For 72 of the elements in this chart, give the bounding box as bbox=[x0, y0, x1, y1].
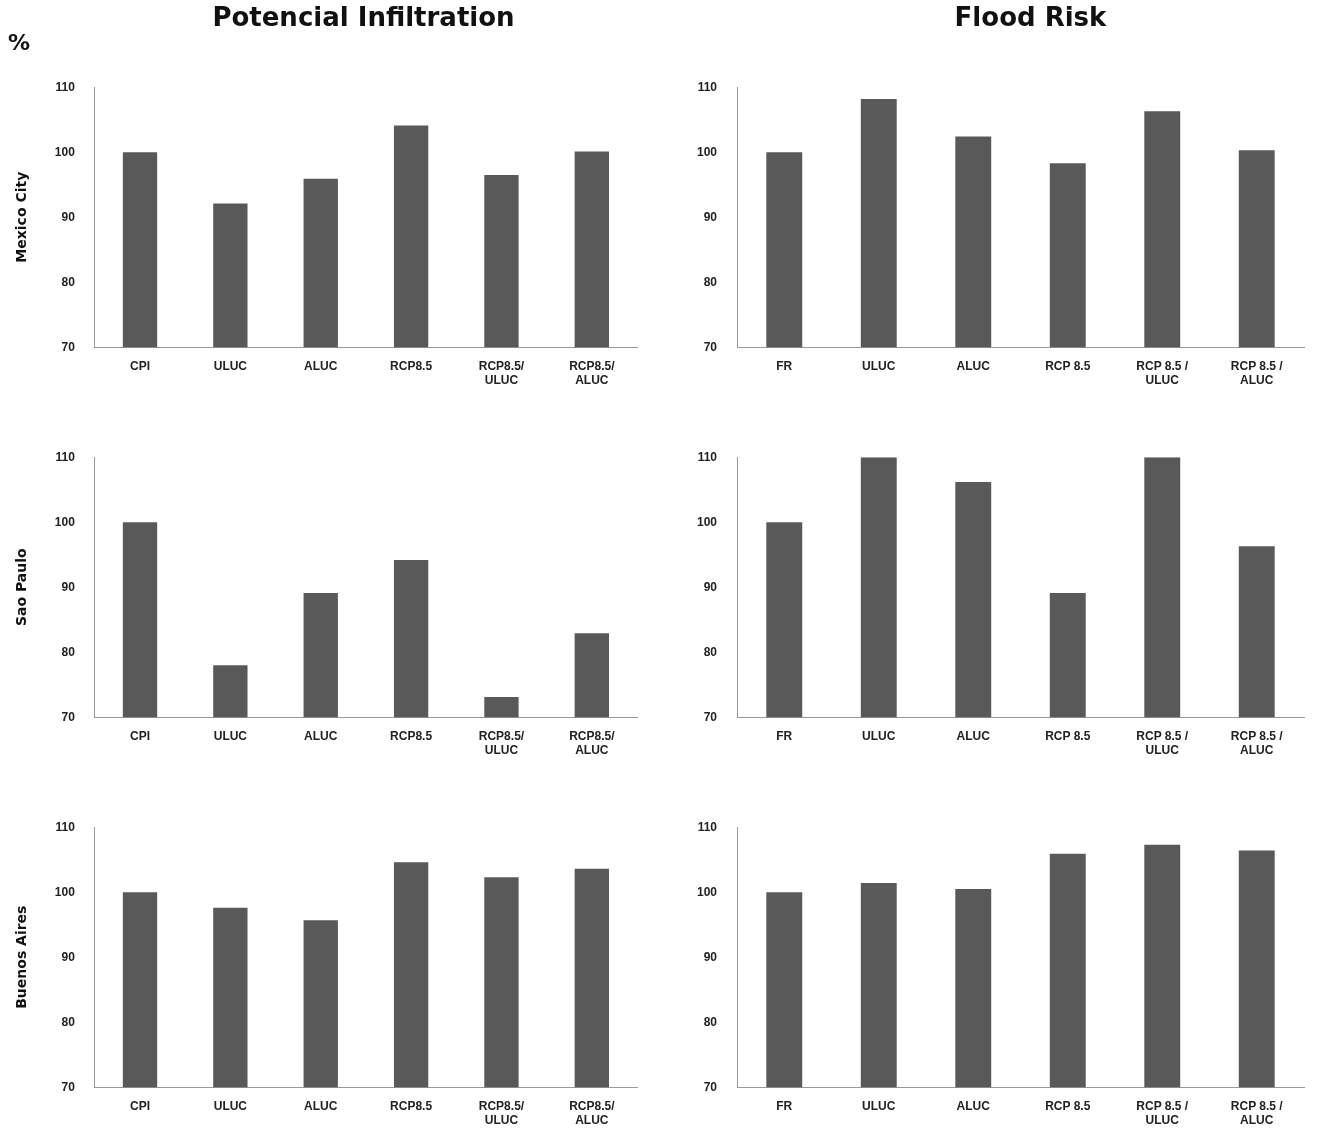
x-tick-label: ULUC bbox=[213, 358, 248, 373]
y-tick-label: 100 bbox=[696, 514, 718, 529]
y-tick-label: 110 bbox=[55, 449, 76, 464]
chart-title: Flood Risk bbox=[953, 2, 1108, 32]
x-tick-label: ALUC bbox=[956, 728, 991, 743]
y-tick-label: 100 bbox=[696, 144, 718, 159]
y-tick-label: 90 bbox=[61, 579, 76, 594]
x-tick-label: ULUC bbox=[862, 728, 896, 743]
y-tick-label: 70 bbox=[703, 709, 718, 724]
y-tick-label: 70 bbox=[61, 339, 76, 354]
y-tick-label: 70 bbox=[61, 709, 76, 724]
x-tick-label: RCP8.5/ ULUC bbox=[478, 358, 525, 388]
x-tick-label: RCP 8.5 bbox=[1045, 358, 1091, 373]
y-axis-title: Buenos Aires bbox=[13, 905, 30, 1009]
y-tick-label: 100 bbox=[54, 144, 76, 159]
x-tick-label: RCP 8.5 / ALUC bbox=[1230, 1098, 1284, 1128]
chart-title: Potencial Infiltration bbox=[211, 2, 516, 32]
x-tick-label: ALUC bbox=[304, 358, 338, 373]
x-tick-label: FR bbox=[776, 1098, 793, 1113]
y-tick-label: 80 bbox=[703, 644, 718, 659]
y-tick-label: 100 bbox=[696, 884, 718, 899]
text: % bbox=[8, 30, 31, 55]
y-tick-label: 110 bbox=[697, 449, 718, 464]
x-tick-label: ULUC bbox=[862, 1098, 896, 1113]
y-tick-label: 70 bbox=[61, 1079, 76, 1094]
x-tick-label: CPI bbox=[130, 1098, 151, 1113]
y-tick-label: 110 bbox=[55, 79, 76, 94]
x-tick-label: RCP 8.5 bbox=[1045, 728, 1091, 743]
y-tick-label: 80 bbox=[703, 274, 718, 289]
y-tick-label: 90 bbox=[61, 209, 76, 224]
x-tick-label: RCP8.5/ ULUC bbox=[478, 728, 525, 758]
y-tick-label: 110 bbox=[697, 819, 718, 834]
x-tick-label: ALUC bbox=[304, 728, 338, 743]
x-tick-label: ULUC bbox=[862, 358, 896, 373]
y-tick-label: 80 bbox=[61, 274, 76, 289]
y-tick-label: 100 bbox=[54, 514, 76, 529]
x-tick-label: RCP8.5 bbox=[390, 1098, 433, 1113]
y-tick-label: 70 bbox=[703, 1079, 718, 1094]
y-tick-label: 90 bbox=[703, 949, 718, 964]
y-tick-label: 70 bbox=[703, 339, 718, 354]
x-tick-label: ALUC bbox=[956, 358, 991, 373]
x-tick-label: RCP 8.5 / ALUC bbox=[1230, 358, 1284, 388]
x-tick-label: CPI bbox=[130, 728, 151, 743]
x-tick-label: RCP8.5/ ALUC bbox=[569, 728, 616, 758]
x-tick-label: RCP 8.5 / ULUC bbox=[1136, 358, 1189, 388]
x-tick-label: ULUC bbox=[213, 728, 248, 743]
y-tick-label: 80 bbox=[61, 1014, 76, 1029]
y-tick-label: 90 bbox=[61, 949, 76, 964]
y-tick-label: 90 bbox=[703, 579, 718, 594]
y-tick-label: 80 bbox=[703, 1014, 718, 1029]
x-tick-label: RCP8.5 bbox=[390, 728, 433, 743]
y-tick-label: 110 bbox=[55, 819, 76, 834]
x-tick-label: RCP 8.5 / ULUC bbox=[1136, 1098, 1189, 1128]
x-tick-label: RCP8.5/ ALUC bbox=[569, 1098, 616, 1128]
x-tick-label: ULUC bbox=[213, 1098, 248, 1113]
y-tick-label: 110 bbox=[697, 79, 718, 94]
x-tick-label: RCP8.5 bbox=[390, 358, 433, 373]
x-tick-label: FR bbox=[776, 358, 793, 373]
x-tick-label: RCP8.5/ ULUC bbox=[478, 1098, 525, 1128]
y-tick-label: 100 bbox=[54, 884, 76, 899]
y-tick-label: 80 bbox=[61, 644, 76, 659]
x-tick-label: RCP 8.5 / ULUC bbox=[1136, 728, 1189, 758]
x-tick-label: ALUC bbox=[304, 1098, 338, 1113]
x-tick-label: FR bbox=[776, 728, 793, 743]
y-axis-title: Sao Paulo bbox=[13, 547, 30, 627]
x-tick-label: ALUC bbox=[956, 1098, 991, 1113]
y-axis-title: Mexico City bbox=[13, 171, 30, 263]
x-tick-label: RCP 8.5 / ALUC bbox=[1230, 728, 1284, 758]
y-tick-label: 90 bbox=[703, 209, 718, 224]
x-tick-label: RCP 8.5 bbox=[1045, 1098, 1091, 1113]
x-tick-label: RCP8.5/ ALUC bbox=[569, 358, 616, 388]
x-tick-label: CPI bbox=[130, 358, 151, 373]
